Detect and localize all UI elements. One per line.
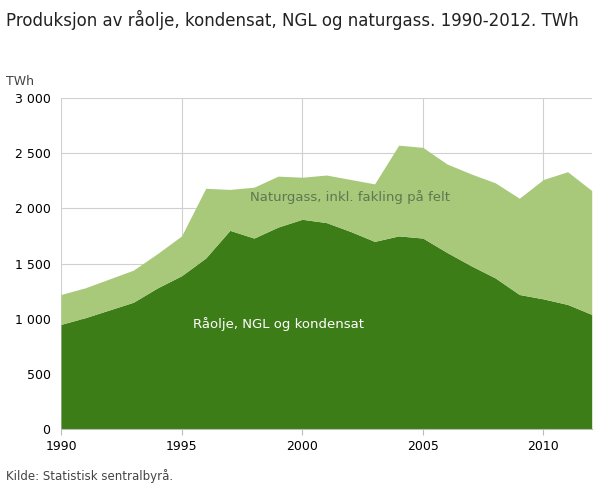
Text: Produksjon av råolje, kondensat, NGL og naturgass. 1990-2012. TWh: Produksjon av råolje, kondensat, NGL og … — [6, 10, 579, 30]
Text: Naturgass, inkl. fakling på felt: Naturgass, inkl. fakling på felt — [251, 190, 450, 204]
Text: TWh: TWh — [6, 75, 34, 88]
Text: Kilde: Statistisk sentralbyrå.: Kilde: Statistisk sentralbyrå. — [6, 469, 173, 483]
Text: Råolje, NGL og kondensat: Råolje, NGL og kondensat — [193, 317, 364, 331]
